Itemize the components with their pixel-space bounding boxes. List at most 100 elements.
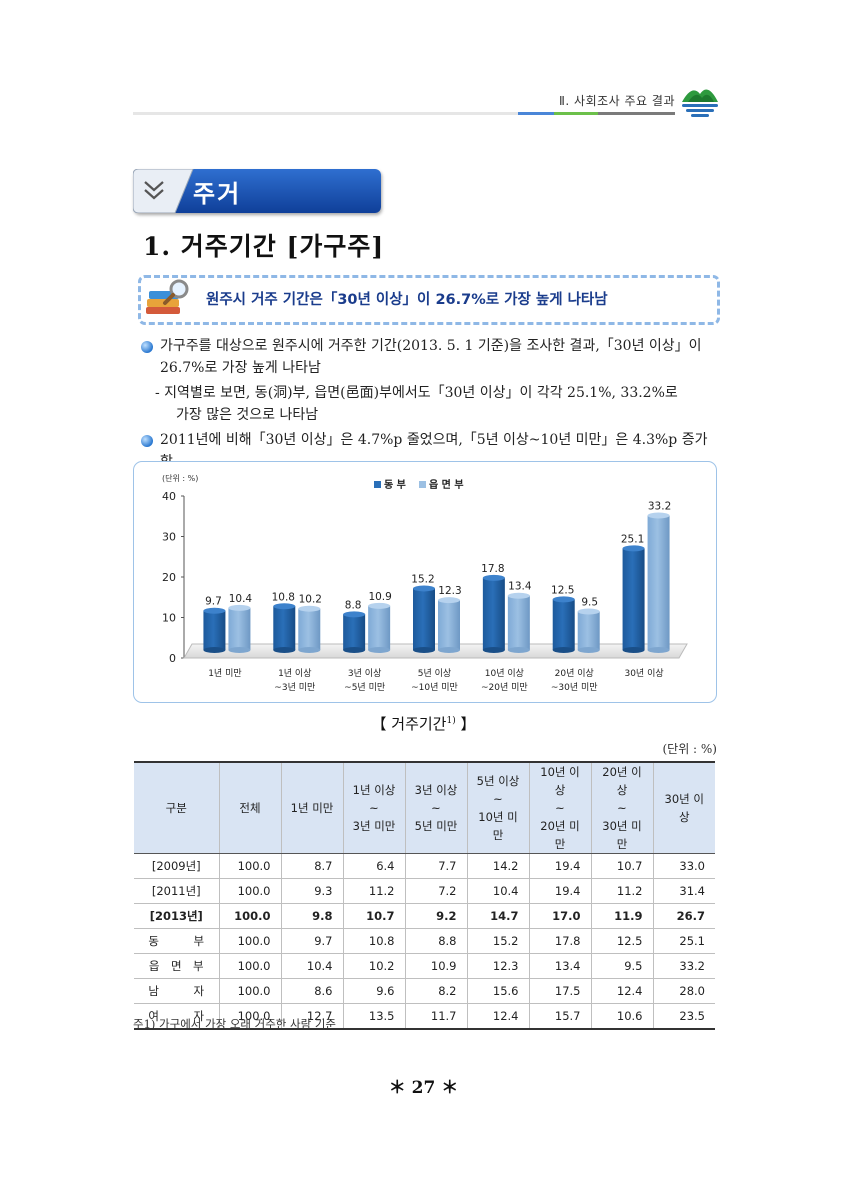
data-label: 8.8 [345,599,362,611]
bar-base-eup [298,647,321,653]
table-header-line: 30년 미만 [602,819,642,851]
table-cell: 14.2 [466,853,530,879]
data-label: 17.8 [481,563,504,575]
table-cell: 6.4 [342,853,406,879]
table-header-line: ~ [617,801,627,815]
table-cell: 100.0 [218,853,282,879]
table-cell: 9.8 [280,903,344,929]
table-cell: 100.0 [218,928,282,954]
bar-top-dong [552,596,575,603]
bar-top-dong [203,607,226,614]
bar-base-eup [577,647,600,653]
table-cell: 33.0 [652,853,715,879]
bar-base-dong [552,647,575,653]
books-magnifier-icon [146,279,189,314]
table-cell: 15.2 [466,928,530,954]
table-row-label: 남 자 [134,978,220,1004]
table-header-cell: 구분 [134,761,220,854]
data-label: 10.9 [368,591,391,603]
table-cell: 10.9 [404,953,468,979]
table-row: 여 자 100.0 12.7 13.5 11.7 12.4 15.7 10.6 23.5 [134,1003,715,1030]
figure-caption: 【 거주기간1) 】 [0,713,847,734]
table-cell: 9.5 [590,953,654,979]
y-tick-label: 10 [162,612,176,625]
table-row: [2009년] 100.0 8.7 6.4 7.7 14.2 19.4 10.7 33.0 [134,853,715,879]
header-rule [133,112,675,115]
table-cell: 15.6 [466,978,530,1004]
bar-base-dong [273,647,296,653]
table-header-line: 10년 이상 [540,765,580,797]
table-row: 남 자 100.0 8.6 9.6 8.2 15.6 17.5 12.4 28.0 [134,978,715,1004]
bullet-paragraph-1: 가구주를 대상으로 원주시에 거주한 기간(2013. 5. 1 기준)을 조사… [160,335,720,379]
table-cell: 19.4 [528,878,592,904]
table-header-cell: 1년 미만 [280,761,344,854]
bar-dong [622,548,645,650]
table-cell: 19.4 [528,853,592,879]
table-cell: 10.7 [342,903,406,929]
bar-eup [507,595,530,650]
table-header-line: 30년 이상 [664,792,704,824]
table-header-line: 구분 [165,801,187,815]
legend-label-dong: 동 부 [384,479,406,491]
table-cell: 8.8 [404,928,468,954]
bar-base-dong [622,647,645,653]
table-unit-label: (단위 : %) [662,742,717,756]
summary-text: 원주시 거주 기간은「30년 이상」이 26.7%로 가장 높게 나타남 [206,292,608,308]
x-tick-label: 1년 이상 [278,668,311,679]
y-tick-label: 30 [162,531,176,544]
table-row-label: [2009년] [134,853,220,879]
running-header-title: Ⅱ. 사회조사 주요 결과 [559,94,675,108]
bar-top-eup [647,512,670,519]
table-header-line: 전체 [239,801,261,815]
bar-eup [438,600,460,650]
table-cell: 100.0 [218,903,282,929]
page-heading: 1. 거주기간 [가구주] [143,232,385,261]
header-rule-blue [518,112,554,115]
table-cell: 11.2 [590,878,654,904]
table-cell: 10.7 [590,853,654,879]
table-cell: 12.3 [466,953,530,979]
table-cell: 7.2 [404,878,468,904]
table-cell: 12.4 [590,978,654,1004]
table-header-line: 5년 미만 [414,819,458,833]
table-header-line: 1년 이상 [352,783,396,797]
table-cell: 26.7 [652,903,715,929]
table-cell: 15.7 [528,1003,592,1030]
table-row-label: [2011년] [134,878,220,904]
bar-eup [647,515,670,650]
caption-text: 【 거주기간 [371,715,447,733]
table-cell: 9.2 [404,903,468,929]
y-tick-label: 0 [169,652,176,665]
table-cell: 100.0 [218,878,282,904]
table-cell: 100.0 [218,953,282,979]
table-header-row: 구분 전체 1년 미만 1년 이상 ~3년 미만 3년 이상 ~5년 미만 5년 이상 ~10년… [134,761,715,854]
bar-dong [413,588,435,650]
sub-bullet-line-2: 가장 많은 것으로 나타남 [176,407,319,423]
bar-base-eup [647,647,670,653]
table-cell: 100.0 [218,1003,282,1030]
table-header-cell: 20년 이상 ~30년 미만 [590,761,654,854]
table-header-line: 3년 미만 [352,819,396,833]
table-row-label: 읍 면 부 [134,953,220,979]
bar-top-eup [507,592,530,599]
bar-base-eup [228,647,251,653]
data-label: 9.7 [205,596,222,608]
chart-floor [183,643,688,659]
table-cell: 13.5 [342,1003,406,1030]
x-tick-label: 10년 이상 [485,668,524,679]
table-cell: 9.6 [342,978,406,1004]
table-header-cell: 10년 이상 ~20년 미만 [528,761,592,854]
bar-top-eup [438,597,460,604]
table-cell: 10.4 [280,953,344,979]
x-tick-label: ~3년 미만 [274,682,315,693]
table-cell: 8.6 [280,978,344,1004]
section-chevron-icon [133,169,194,213]
chart-unit-label: (단위 : %) [162,473,198,483]
x-tick-label: 20년 이상 [555,668,594,679]
table-header-line: ~ [369,801,379,815]
table-header-line: 20년 미만 [540,819,580,851]
table-cell: 11.9 [590,903,654,929]
bullet-dot-icon [141,341,153,353]
caption-footnote-mark: 1) [446,716,456,726]
bar-top-dong [482,574,505,581]
